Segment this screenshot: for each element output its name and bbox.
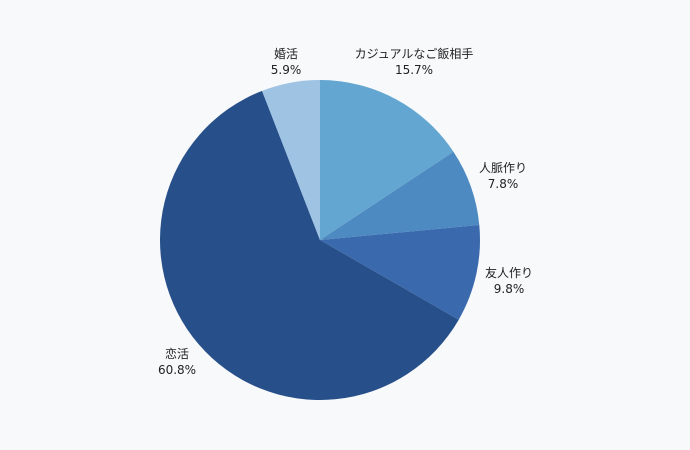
pie-slice-0: [320, 80, 454, 240]
pie-slices: [159, 80, 481, 401]
slice-value-label-0: 15.7%: [395, 63, 433, 77]
pie-slice-3: [159, 90, 459, 401]
slice-value-label-1: 7.8%: [488, 177, 519, 191]
slice-label-2: 友人作り: [485, 266, 533, 280]
slice-value-label-4: 5.9%: [271, 63, 302, 77]
slice-label-0: カジュアルなご飯相手: [355, 46, 474, 61]
slice-value-label-3: 60.8%: [158, 363, 196, 377]
slice-label-1: 人脈作り: [479, 161, 527, 175]
pie-slice-2: [320, 224, 481, 320]
slice-label-4: 婚活: [274, 47, 298, 61]
slice-label-3: 恋活: [165, 346, 189, 361]
pie-slice-1: [320, 151, 480, 240]
pie-slice-4: [262, 80, 320, 240]
pie-labels: カジュアルなご飯相手 15.7% 人脈作り 7.8% 友人作り 9.8% 恋活 60.8% 婚活…: [158, 46, 533, 377]
slice-value-label-2: 9.8%: [494, 282, 525, 296]
